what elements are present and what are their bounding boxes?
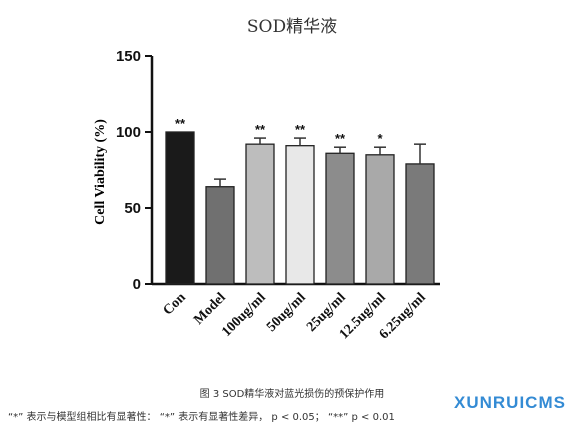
x-tick-label: Con — [161, 290, 189, 318]
bar — [285, 145, 315, 285]
bar — [325, 152, 355, 285]
x-tick-label: 100ug/ml — [219, 290, 269, 340]
significance-marker: ** — [335, 131, 346, 146]
bar — [245, 143, 275, 285]
significance-footnote: “*” 表示与模型组相比有显著性： “*” 表示有显著性差异， p < 0.05… — [8, 412, 395, 423]
x-tick-labels: Con Model100ug/ml50ug/ml25ug/ml12.5ug/ml6… — [161, 290, 429, 342]
watermark-logo: XUNRUICMS — [454, 393, 566, 412]
bar — [205, 186, 235, 285]
chart-title: SOD精华液 — [247, 17, 337, 37]
significance-marker: ** — [255, 122, 266, 137]
x-tick-label: 50ug/ml — [264, 290, 309, 335]
bars: ** ** **** * — [165, 116, 435, 285]
y-tick-label: 0 — [133, 276, 141, 293]
significance-marker: ** — [175, 116, 186, 131]
x-tick-label: Model — [191, 290, 229, 328]
figure-caption: 图 3 SOD精华液对蓝光损伤的预保护作用 — [199, 389, 385, 400]
y-tick-label: 150 — [116, 48, 141, 65]
significance-marker: * — [377, 131, 383, 146]
significance-marker: ** — [295, 122, 306, 137]
axes: 0 50 100 150 — [116, 48, 440, 293]
bar — [365, 154, 395, 285]
y-tick-label: 100 — [116, 124, 141, 141]
y-axis-label: Cell Viability (%) — [93, 119, 108, 225]
bar — [165, 131, 195, 285]
bar — [405, 163, 435, 285]
y-tick-label: 50 — [124, 200, 141, 217]
